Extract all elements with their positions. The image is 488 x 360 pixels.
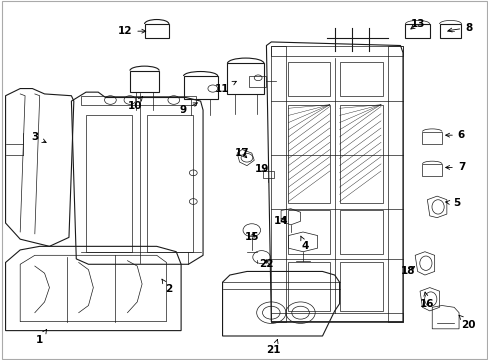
Text: 2: 2 (162, 279, 172, 294)
Bar (147, 116, 193, 252)
Text: 18: 18 (400, 266, 414, 276)
Text: 5: 5 (445, 198, 459, 208)
Bar (86, 116, 132, 252)
Text: 20: 20 (458, 315, 475, 330)
Bar (81, 96, 195, 105)
Text: 21: 21 (266, 339, 281, 355)
Text: 15: 15 (244, 232, 259, 242)
Text: 4: 4 (300, 236, 308, 251)
Text: 17: 17 (234, 148, 249, 158)
Text: 12: 12 (118, 26, 145, 36)
Text: 19: 19 (254, 164, 268, 174)
Text: 6: 6 (445, 130, 464, 140)
Text: 10: 10 (127, 96, 142, 112)
Text: 14: 14 (273, 216, 288, 226)
Text: 16: 16 (419, 292, 434, 309)
Text: 1: 1 (36, 329, 46, 345)
Bar (271, 313, 402, 321)
Text: 11: 11 (215, 81, 236, 94)
Bar (271, 45, 285, 321)
Bar (271, 45, 402, 56)
Text: 22: 22 (259, 259, 273, 269)
Text: 13: 13 (409, 19, 424, 29)
Text: 3: 3 (31, 132, 46, 143)
Bar (387, 45, 402, 321)
Text: 7: 7 (445, 162, 464, 172)
Text: 8: 8 (447, 23, 471, 33)
Text: 9: 9 (180, 103, 197, 115)
